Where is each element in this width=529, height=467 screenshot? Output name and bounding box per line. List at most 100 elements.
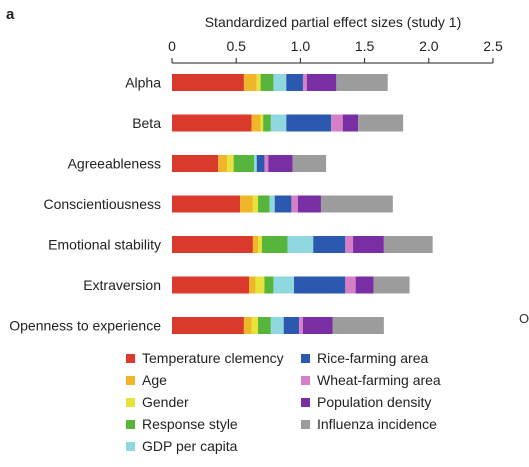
category-label: Conscientiousness	[43, 196, 161, 212]
bar-segment	[261, 236, 288, 253]
bar-segment	[243, 317, 252, 334]
bar-segment	[332, 317, 384, 334]
bar-segment	[256, 74, 261, 91]
legend-swatch	[126, 354, 135, 363]
bar-segment	[172, 74, 244, 91]
bar-segment	[256, 155, 265, 172]
bar-segment	[172, 114, 252, 132]
x-axis: 0 0.5 1.0 1.5 2.0 2.5	[168, 38, 503, 64]
bars	[172, 74, 433, 334]
legend-swatch	[126, 398, 135, 407]
x-tick-label: 0.5	[226, 38, 246, 54]
legend-item: Rice-farming area	[301, 350, 428, 366]
legend-swatch	[126, 442, 135, 451]
bar-segment	[353, 236, 384, 253]
bar-segment	[240, 195, 253, 213]
legend-label: Population density	[317, 394, 432, 410]
cropped-edge-text: O	[519, 311, 529, 326]
bar-segment	[358, 114, 404, 132]
legend-swatch	[301, 354, 310, 363]
category-label: Openness to experience	[9, 318, 161, 334]
bar-segment	[302, 317, 333, 334]
bar-segment	[270, 317, 284, 334]
bar-segment	[293, 276, 346, 294]
bar-segment	[336, 74, 388, 91]
bar-segment	[264, 155, 269, 172]
bar-segment	[383, 236, 433, 253]
bar-segment	[286, 114, 332, 132]
category-label: Agreeableness	[68, 156, 161, 172]
bar-segment	[299, 317, 303, 334]
bar-segment	[292, 155, 327, 172]
category-labels: Alpha Beta Agreeableness Conscientiousness E…	[9, 75, 161, 334]
category-label: Emotional stability	[48, 237, 161, 253]
legend-swatch	[126, 376, 135, 385]
panel-letter: a	[6, 6, 15, 23]
legend-label: GDP per capita	[142, 438, 238, 454]
stacked-bar-chart: Standardized partial effect sizes (study…	[9, 14, 503, 334]
chart-title: Standardized partial effect sizes (study…	[205, 14, 462, 30]
bar-segment	[270, 114, 287, 132]
legend-item: Population density	[301, 394, 431, 410]
bar-segment	[251, 317, 259, 334]
bar-segment	[274, 195, 292, 213]
bar-segment	[249, 276, 256, 294]
bar-segment	[273, 74, 287, 91]
legend-item: Response style	[126, 416, 238, 432]
category-label: Beta	[132, 115, 161, 131]
bar-segment	[283, 317, 300, 334]
bar-segment	[258, 236, 262, 253]
legend-label: Influenza incidence	[317, 416, 437, 432]
bar-segment	[260, 114, 264, 132]
legend-label: Wheat-farming area	[317, 372, 441, 388]
bar-segment	[172, 317, 244, 334]
bar-segment	[286, 74, 303, 91]
x-tick-label: 2.0	[419, 38, 439, 54]
x-tick-label: 1.0	[291, 38, 311, 54]
bar-segment	[172, 276, 250, 294]
bar-segment	[287, 236, 314, 253]
legend-item: Gender	[126, 394, 189, 410]
bar-segment	[255, 276, 265, 294]
bar-segment	[243, 74, 257, 91]
bar-segment	[313, 236, 346, 253]
bar-segment	[254, 155, 257, 172]
bar-segment	[264, 276, 274, 294]
bar-segment	[306, 74, 337, 91]
legend-label: Age	[142, 372, 167, 388]
bar-segment	[260, 74, 274, 91]
category-label: Alpha	[125, 75, 161, 91]
bar-segment	[268, 155, 293, 172]
legend-label: Gender	[142, 394, 189, 410]
category-label: Extraversion	[83, 277, 161, 293]
bar-segment	[172, 155, 219, 172]
bar-segment	[227, 155, 234, 172]
legend-item: Influenza incidence	[301, 416, 437, 432]
bar-segment	[373, 276, 410, 294]
legend-item: Age	[126, 372, 167, 388]
bar-segment	[355, 276, 374, 294]
legend-item: Wheat-farming area	[301, 372, 441, 388]
bar-segment	[252, 195, 259, 213]
legend-swatch	[301, 376, 310, 385]
bar-segment	[291, 195, 298, 213]
legend-swatch	[301, 398, 310, 407]
legend-item: GDP per capita	[126, 438, 237, 454]
legend-label: Response style	[142, 416, 238, 432]
bar-segment	[273, 276, 294, 294]
legend-label: Temperature clemency	[142, 350, 284, 366]
bar-segment	[320, 195, 393, 213]
legend-swatch	[126, 420, 135, 429]
bar-segment	[263, 114, 271, 132]
bar-segment	[172, 236, 253, 253]
bar-segment	[258, 317, 271, 334]
bar-segment	[297, 195, 321, 213]
bar-segment	[269, 195, 275, 213]
bar-segment	[172, 195, 241, 213]
x-tick-label: 0	[168, 38, 176, 54]
bar-segment	[251, 114, 261, 132]
bar-segment	[345, 276, 356, 294]
bar-segment	[218, 155, 228, 172]
bar-segment	[342, 114, 359, 132]
bar-segment	[233, 155, 255, 172]
